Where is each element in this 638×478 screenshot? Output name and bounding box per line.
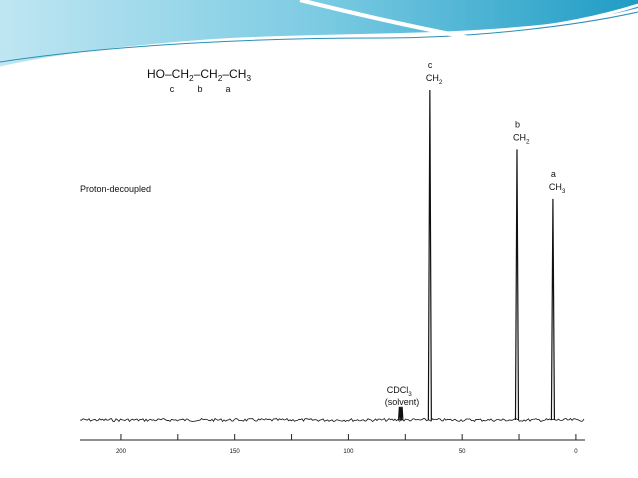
subscript: 3 bbox=[562, 188, 566, 195]
text-part: CH bbox=[549, 182, 562, 192]
text-part: CH bbox=[513, 132, 526, 142]
solvent-note: (solvent) bbox=[385, 397, 420, 407]
solvent-label: CDCl3 bbox=[387, 385, 413, 398]
peak-group: CH3 bbox=[549, 182, 566, 195]
baseline-noise bbox=[79, 417, 585, 423]
text-part: CH bbox=[426, 73, 439, 83]
peak bbox=[427, 89, 432, 421]
annotation: Proton-decoupled bbox=[80, 184, 151, 194]
subscript: 2 bbox=[526, 138, 530, 145]
text-part: CDCl bbox=[387, 385, 409, 395]
peak bbox=[514, 149, 520, 421]
banner bbox=[0, 0, 638, 68]
x-tick-label: 150 bbox=[230, 449, 241, 455]
peak-group: CH2 bbox=[426, 73, 443, 86]
formula: HO–CH2–CH2–CH3 bbox=[147, 67, 251, 83]
subscript: 2 bbox=[189, 73, 194, 83]
x-tick-label: 100 bbox=[343, 449, 354, 455]
subscript: 3 bbox=[246, 73, 251, 83]
x-tick-label: 50 bbox=[459, 449, 466, 455]
banner-stripe bbox=[0, 3, 638, 70]
peak-letter: b bbox=[515, 119, 520, 129]
x-tick-label: 0 bbox=[574, 449, 578, 455]
x-tick-label: 200 bbox=[116, 449, 127, 455]
peak bbox=[550, 198, 556, 421]
formula-letter: a bbox=[225, 84, 230, 94]
subscript: 2 bbox=[439, 79, 443, 86]
text-part: –CH bbox=[194, 67, 218, 81]
formula-letter: c bbox=[170, 84, 175, 94]
subscript: 3 bbox=[408, 391, 412, 398]
banner-line bbox=[0, 11, 638, 63]
formula-letter: b bbox=[197, 84, 202, 94]
banner-stripe bbox=[299, 0, 471, 40]
peak-letter: c bbox=[428, 60, 433, 70]
peak-letter: a bbox=[551, 169, 556, 179]
text-part: –CH bbox=[222, 67, 246, 81]
peak bbox=[400, 406, 404, 421]
text-part: HO–CH bbox=[147, 67, 189, 81]
peak-group: CH2 bbox=[513, 132, 530, 145]
subscript: 2 bbox=[218, 73, 223, 83]
